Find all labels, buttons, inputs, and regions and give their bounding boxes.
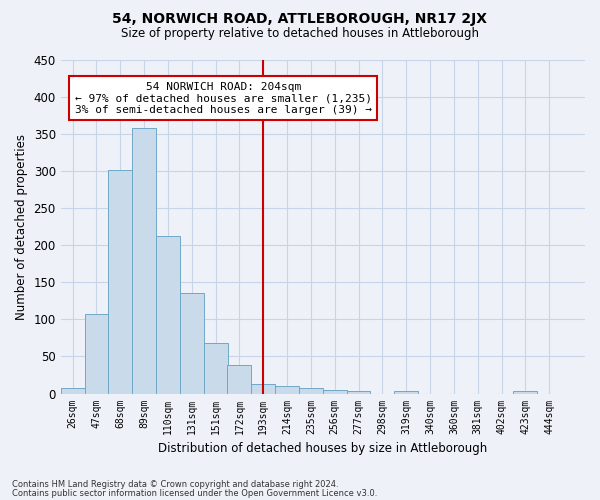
Bar (299, 388, 323, 394)
Bar (394, 392, 418, 394)
Bar (323, 390, 347, 394)
Bar (61, 388, 85, 394)
X-axis label: Distribution of detached houses by size in Attleborough: Distribution of detached houses by size … (158, 442, 487, 455)
Text: 54 NORWICH ROAD: 204sqm
← 97% of detached houses are smaller (1,235)
3% of semi-: 54 NORWICH ROAD: 204sqm ← 97% of detache… (75, 82, 372, 115)
Bar (203, 343, 227, 394)
Text: 54, NORWICH ROAD, ATTLEBOROUGH, NR17 2JX: 54, NORWICH ROAD, ATTLEBOROUGH, NR17 2JX (113, 12, 487, 26)
Bar (275, 386, 299, 394)
Text: Contains HM Land Registry data © Crown copyright and database right 2024.: Contains HM Land Registry data © Crown c… (12, 480, 338, 489)
Bar (85, 314, 109, 394)
Y-axis label: Number of detached properties: Number of detached properties (15, 134, 28, 320)
Bar (251, 384, 275, 394)
Bar (514, 392, 538, 394)
Bar (132, 128, 156, 394)
Bar (109, 170, 132, 394)
Text: Contains public sector information licensed under the Open Government Licence v3: Contains public sector information licen… (12, 489, 377, 498)
Bar (156, 236, 180, 394)
Bar (180, 294, 203, 394)
Bar (347, 392, 370, 394)
Text: Size of property relative to detached houses in Attleborough: Size of property relative to detached ho… (121, 28, 479, 40)
Bar (227, 366, 251, 394)
